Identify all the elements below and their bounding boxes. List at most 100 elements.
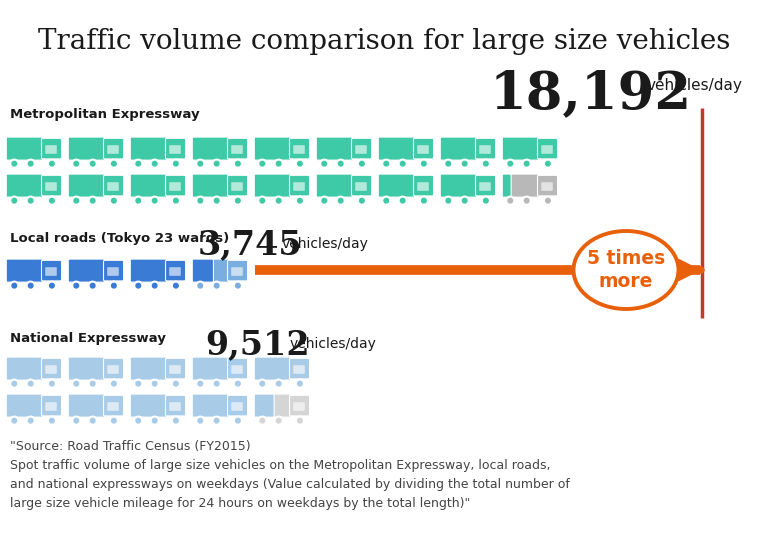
Circle shape: [28, 418, 33, 423]
Circle shape: [171, 197, 180, 205]
FancyBboxPatch shape: [45, 145, 57, 153]
FancyBboxPatch shape: [254, 174, 291, 197]
Circle shape: [258, 379, 266, 388]
Circle shape: [212, 159, 221, 168]
Circle shape: [152, 381, 157, 386]
FancyBboxPatch shape: [104, 395, 124, 416]
FancyBboxPatch shape: [192, 259, 229, 282]
Circle shape: [260, 198, 264, 203]
FancyBboxPatch shape: [6, 259, 43, 282]
Circle shape: [174, 161, 178, 166]
Text: vehicles/day: vehicles/day: [290, 337, 377, 351]
Circle shape: [214, 381, 219, 386]
Circle shape: [382, 159, 391, 168]
FancyBboxPatch shape: [41, 139, 61, 159]
Circle shape: [296, 159, 304, 168]
FancyBboxPatch shape: [479, 182, 491, 190]
Circle shape: [260, 418, 264, 423]
FancyBboxPatch shape: [170, 365, 180, 374]
FancyBboxPatch shape: [45, 365, 57, 374]
FancyBboxPatch shape: [502, 137, 539, 160]
Circle shape: [462, 161, 467, 166]
Circle shape: [233, 197, 242, 205]
Circle shape: [152, 283, 157, 288]
Circle shape: [111, 161, 116, 166]
Circle shape: [444, 197, 452, 205]
FancyBboxPatch shape: [417, 145, 429, 153]
FancyBboxPatch shape: [131, 357, 167, 380]
FancyBboxPatch shape: [227, 395, 247, 416]
Circle shape: [50, 161, 55, 166]
Circle shape: [152, 418, 157, 423]
FancyBboxPatch shape: [356, 182, 366, 190]
Circle shape: [357, 197, 366, 205]
FancyBboxPatch shape: [352, 176, 372, 196]
Circle shape: [10, 197, 18, 205]
FancyBboxPatch shape: [227, 358, 247, 379]
Circle shape: [484, 198, 488, 203]
FancyBboxPatch shape: [316, 137, 353, 160]
Circle shape: [91, 418, 95, 423]
FancyBboxPatch shape: [231, 402, 243, 411]
Circle shape: [174, 418, 178, 423]
Circle shape: [12, 381, 17, 386]
Circle shape: [151, 379, 159, 388]
Circle shape: [110, 197, 118, 205]
FancyBboxPatch shape: [6, 174, 43, 197]
Circle shape: [134, 379, 143, 388]
FancyBboxPatch shape: [231, 182, 243, 190]
Circle shape: [198, 283, 203, 288]
Circle shape: [236, 418, 240, 423]
Circle shape: [152, 161, 157, 166]
Circle shape: [525, 161, 529, 166]
FancyBboxPatch shape: [170, 145, 180, 153]
Circle shape: [274, 159, 283, 168]
Circle shape: [339, 198, 343, 203]
Circle shape: [296, 379, 304, 388]
FancyBboxPatch shape: [108, 182, 118, 190]
FancyBboxPatch shape: [166, 261, 186, 281]
Circle shape: [110, 416, 118, 425]
FancyBboxPatch shape: [502, 174, 511, 197]
Circle shape: [296, 416, 304, 425]
FancyBboxPatch shape: [254, 394, 291, 417]
Circle shape: [446, 198, 451, 203]
Circle shape: [545, 161, 550, 166]
Circle shape: [214, 283, 219, 288]
Circle shape: [399, 159, 407, 168]
Circle shape: [10, 379, 18, 388]
Circle shape: [506, 197, 515, 205]
Circle shape: [233, 379, 242, 388]
FancyBboxPatch shape: [227, 139, 247, 159]
Circle shape: [110, 159, 118, 168]
Circle shape: [136, 283, 141, 288]
Circle shape: [444, 159, 452, 168]
FancyBboxPatch shape: [293, 365, 305, 374]
Circle shape: [111, 198, 116, 203]
Circle shape: [171, 416, 180, 425]
FancyBboxPatch shape: [541, 182, 553, 190]
Circle shape: [50, 418, 55, 423]
Circle shape: [10, 416, 18, 425]
Text: Local roads (Tokyo 23 wards): Local roads (Tokyo 23 wards): [10, 232, 230, 245]
Circle shape: [72, 159, 81, 168]
FancyBboxPatch shape: [293, 402, 305, 411]
FancyBboxPatch shape: [104, 261, 124, 281]
FancyBboxPatch shape: [108, 402, 118, 411]
Circle shape: [258, 159, 266, 168]
Circle shape: [212, 282, 221, 290]
Circle shape: [525, 198, 529, 203]
Circle shape: [296, 197, 304, 205]
Text: 18,192: 18,192: [490, 68, 692, 119]
Circle shape: [72, 379, 81, 388]
Circle shape: [339, 161, 343, 166]
Circle shape: [111, 418, 116, 423]
Text: Metropolitan Expressway: Metropolitan Expressway: [10, 108, 200, 121]
Circle shape: [482, 197, 490, 205]
Circle shape: [508, 198, 512, 203]
Circle shape: [136, 381, 141, 386]
FancyBboxPatch shape: [541, 145, 553, 153]
FancyBboxPatch shape: [379, 137, 415, 160]
FancyBboxPatch shape: [166, 395, 186, 416]
Circle shape: [48, 379, 56, 388]
